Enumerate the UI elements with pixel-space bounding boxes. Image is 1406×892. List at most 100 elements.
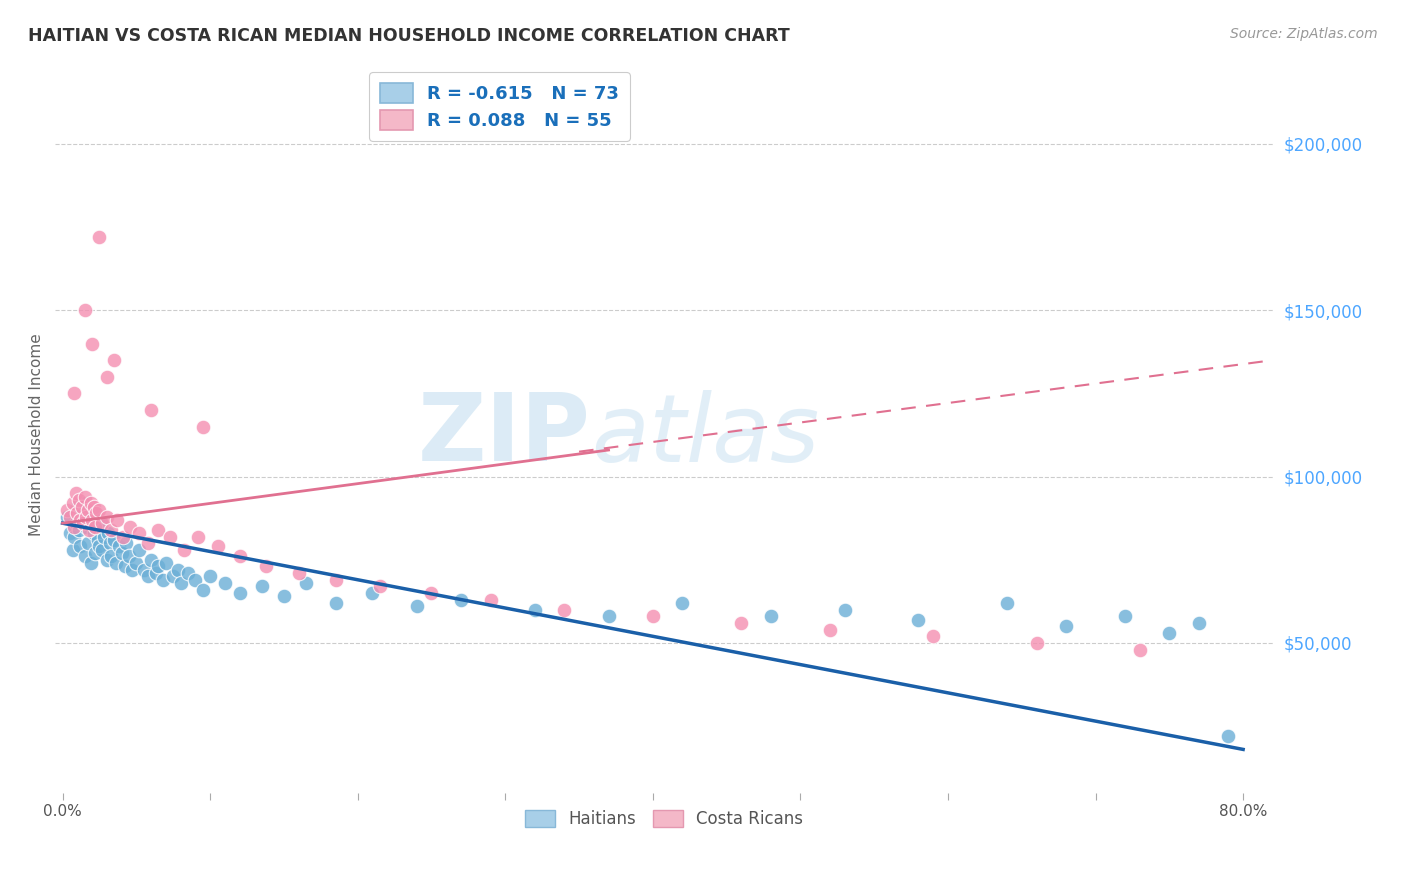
Point [73, 303, 96, 318]
Point [86, 519, 108, 533]
Text: ZIP: ZIP [418, 389, 591, 481]
Point [100, 523, 122, 537]
Point [77, 509, 100, 524]
Text: Source: ZipAtlas.com: Source: ZipAtlas.com [1230, 27, 1378, 41]
Point [553, 603, 575, 617]
Point [228, 586, 250, 600]
Point [72, 516, 94, 531]
Point [139, 403, 162, 417]
Point [191, 582, 214, 597]
Point [479, 592, 502, 607]
Point [98, 536, 121, 550]
Point [907, 613, 929, 627]
Point [73, 549, 96, 564]
Point [86, 506, 108, 520]
Point [159, 529, 181, 543]
Point [69, 540, 91, 554]
Point [115, 536, 138, 550]
Point [641, 609, 664, 624]
Point [79, 496, 101, 510]
Point [136, 536, 159, 550]
Point [148, 559, 170, 574]
Point [104, 556, 127, 570]
Point [834, 603, 856, 617]
Point [273, 590, 295, 604]
Point [103, 533, 125, 547]
Point [73, 490, 96, 504]
Point [1114, 609, 1136, 624]
Point [70, 513, 93, 527]
Point [91, 542, 114, 557]
Text: atlas: atlas [591, 390, 820, 481]
Point [166, 563, 188, 577]
Point [254, 559, 277, 574]
Point [67, 523, 90, 537]
Point [162, 569, 184, 583]
Point [69, 513, 91, 527]
Point [184, 573, 207, 587]
Point [287, 566, 309, 580]
Point [90, 516, 112, 531]
Point [59, 509, 82, 524]
Point [80, 513, 103, 527]
Point [361, 586, 384, 600]
Point [120, 519, 142, 533]
Point [72, 496, 94, 510]
Point [107, 540, 129, 554]
Point [87, 533, 110, 547]
Point [75, 509, 97, 524]
Point [1188, 615, 1211, 630]
Point [56, 503, 79, 517]
Point [250, 579, 273, 593]
Point [198, 569, 221, 583]
Point [103, 353, 125, 368]
Point [420, 586, 443, 600]
Point [1218, 729, 1240, 743]
Point [169, 576, 191, 591]
Point [450, 592, 472, 607]
Point [63, 386, 86, 401]
Point [368, 579, 391, 593]
Point [66, 500, 89, 514]
Point [79, 556, 101, 570]
Point [63, 519, 86, 533]
Point [1159, 626, 1181, 640]
Point [77, 523, 100, 537]
Point [110, 546, 132, 560]
Point [523, 603, 546, 617]
Point [207, 540, 229, 554]
Point [128, 542, 150, 557]
Point [75, 519, 97, 533]
Point [598, 609, 620, 624]
Point [91, 516, 114, 531]
Point [84, 546, 107, 560]
Point [105, 513, 128, 527]
Point [121, 563, 143, 577]
Point [173, 542, 195, 557]
Point [1025, 636, 1047, 650]
Point [76, 536, 98, 550]
Point [67, 492, 90, 507]
Point [228, 549, 250, 564]
Point [114, 559, 136, 574]
Point [83, 500, 105, 514]
Point [155, 556, 177, 570]
Point [65, 486, 87, 500]
Point [56, 509, 79, 524]
Point [80, 506, 103, 520]
Point [89, 230, 111, 244]
Point [125, 556, 148, 570]
Text: HAITIAN VS COSTA RICAN MEDIAN HOUSEHOLD INCOME CORRELATION CHART: HAITIAN VS COSTA RICAN MEDIAN HOUSEHOLD … [28, 27, 790, 45]
Point [96, 509, 118, 524]
Point [96, 369, 118, 384]
Point [759, 609, 782, 624]
Point [84, 519, 107, 533]
Legend: Haitians, Costa Ricans: Haitians, Costa Ricans [519, 803, 810, 834]
Point [62, 542, 84, 557]
Point [152, 573, 174, 587]
Point [76, 503, 98, 517]
Point [1054, 619, 1077, 633]
Point [80, 336, 103, 351]
Point [93, 529, 115, 543]
Point [112, 529, 135, 543]
